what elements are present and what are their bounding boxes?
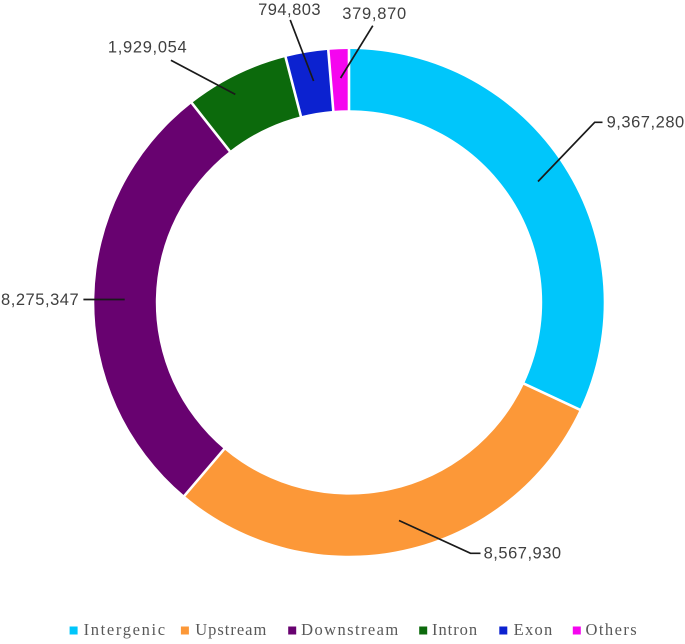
svg-text:8,275,347: 8,275,347 — [1, 291, 79, 309]
svg-text:Upstream: Upstream — [195, 620, 266, 639]
svg-text:9,367,280: 9,367,280 — [607, 113, 685, 131]
svg-text:Others: Others — [586, 620, 637, 639]
svg-text:Downstream: Downstream — [301, 620, 398, 639]
svg-text:Exon: Exon — [514, 620, 553, 639]
svg-text:Intron: Intron — [432, 620, 477, 639]
svg-text:379,870: 379,870 — [342, 5, 406, 23]
svg-text:8,567,930: 8,567,930 — [484, 545, 561, 563]
svg-text:Intergenic: Intergenic — [84, 620, 166, 639]
svg-text:1,929,054: 1,929,054 — [108, 38, 187, 56]
svg-text:794,803: 794,803 — [258, 1, 321, 19]
